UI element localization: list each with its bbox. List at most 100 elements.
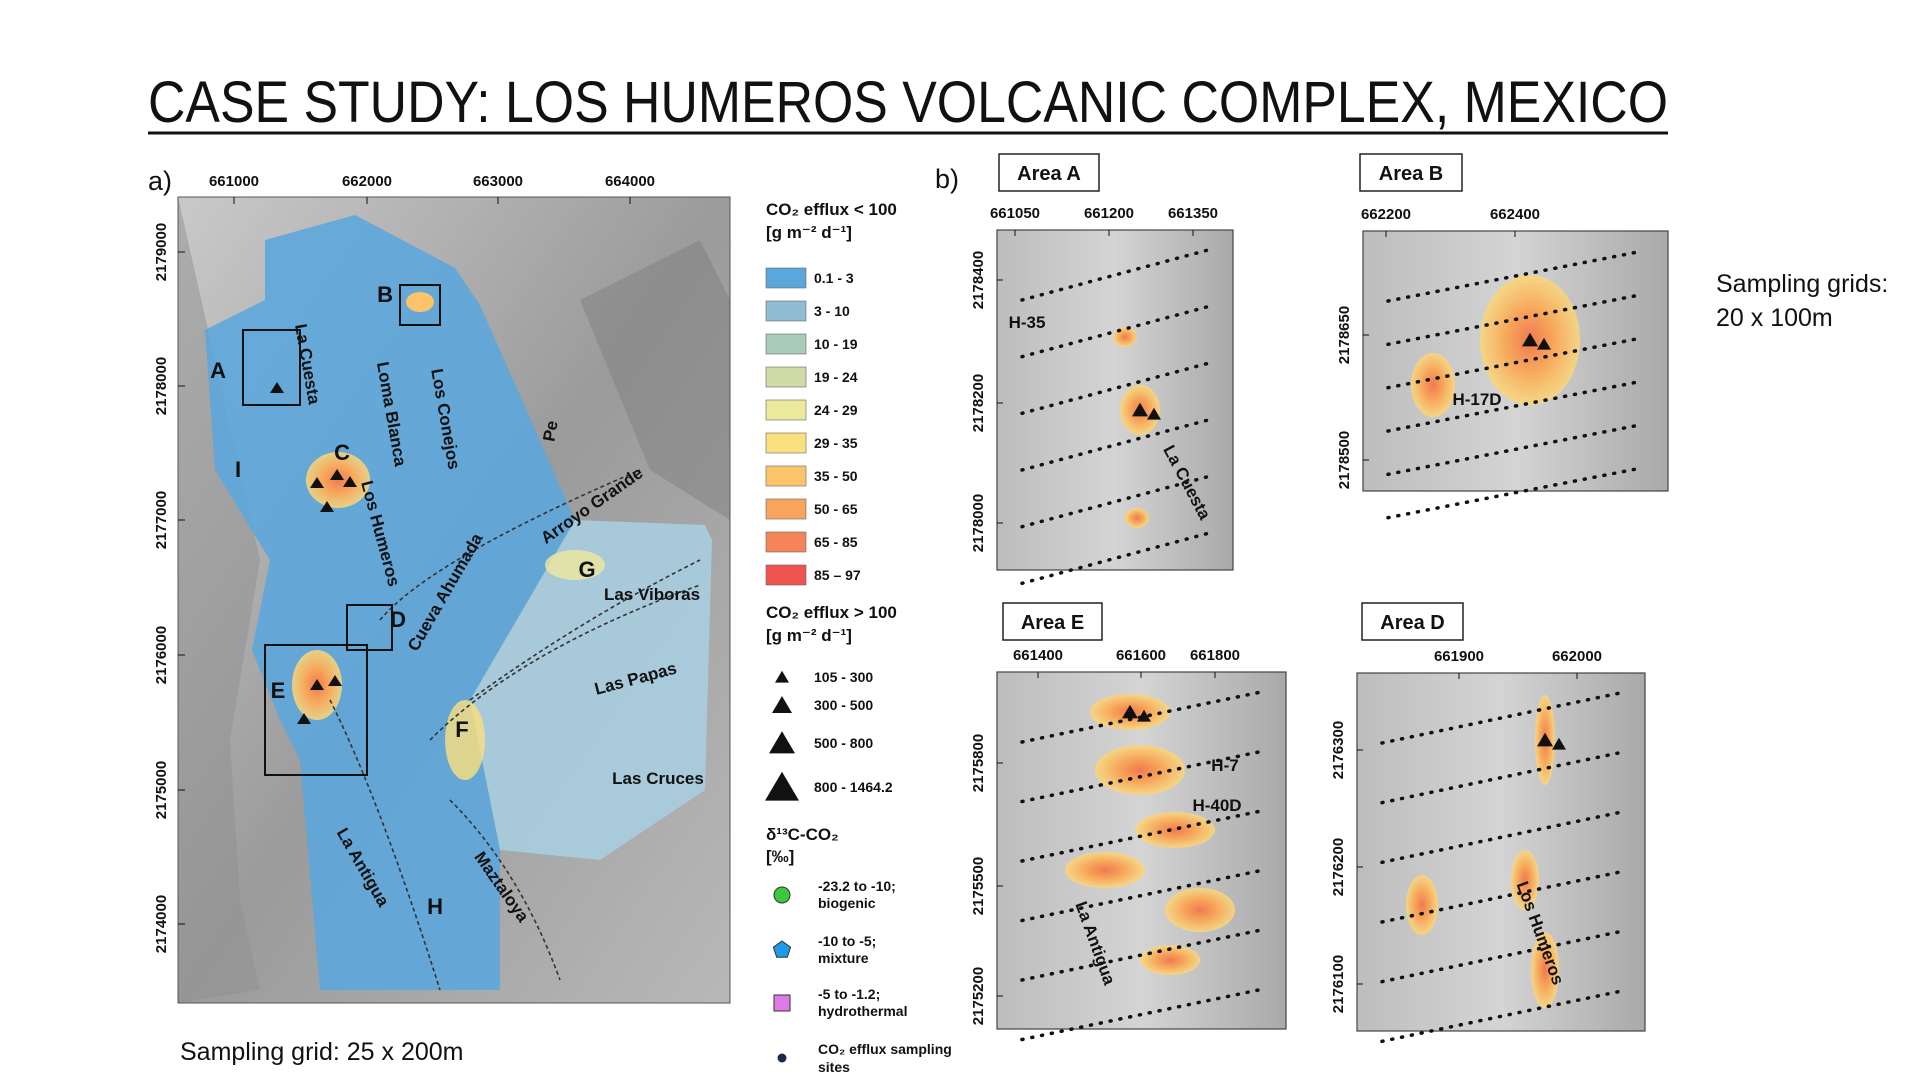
efflux-anomaly	[1095, 745, 1185, 795]
sampling-line	[1380, 750, 1622, 805]
legend-label: 85 – 97	[814, 567, 861, 583]
efflux-anomaly	[1531, 932, 1559, 1008]
area-map	[996, 671, 1287, 1030]
legend-triangle	[769, 731, 795, 754]
note-line: Sampling grids:	[1716, 270, 1888, 298]
place-label: H-35	[1009, 313, 1046, 332]
area-box	[264, 644, 368, 776]
legend-label: biogenic	[818, 895, 876, 911]
sampling-line	[1386, 292, 1645, 347]
y-tick-label: 2177000	[153, 491, 170, 549]
y-tick-label: 2174000	[153, 895, 170, 953]
y-tick-label: 2178200	[970, 374, 987, 432]
area-title: Area D	[1380, 612, 1444, 634]
legend-label: 800 - 1464.2	[814, 779, 893, 795]
x-tick-label: 661350	[1168, 205, 1218, 222]
legend-swatch	[765, 267, 807, 289]
map-frame	[177, 196, 731, 1004]
sampling-line	[1020, 809, 1263, 863]
legend-symbol	[773, 994, 791, 1012]
y-tick-label: 2176300	[1330, 721, 1347, 779]
sampling-line	[1380, 870, 1622, 924]
legend-triangle	[772, 696, 792, 713]
legend-title: CO₂ efflux < 100	[766, 200, 897, 219]
sampling-line	[1020, 928, 1263, 982]
y-tick-label: 2179000	[153, 223, 170, 281]
sampling-line	[1386, 465, 1645, 520]
legend-swatch	[765, 399, 807, 421]
sampling-line	[1380, 691, 1622, 745]
sampling-line	[1386, 379, 1645, 433]
legend-swatch	[765, 465, 807, 487]
efflux-anomaly	[1406, 875, 1438, 935]
area-map	[996, 229, 1234, 571]
place-label: Las Viboras	[604, 585, 700, 604]
legend-label: 10 - 19	[814, 336, 858, 352]
sampling-line	[1380, 810, 1622, 865]
legend-label: hydrothermal	[818, 1003, 907, 1019]
x-tick-label: 661900	[1434, 648, 1484, 665]
efflux-anomaly	[1511, 850, 1539, 910]
efflux-anomaly	[1125, 508, 1149, 528]
legend-label: 500 - 800	[814, 735, 873, 751]
place-label: Pe	[539, 419, 561, 443]
place-label: H-40D	[1192, 796, 1241, 815]
high-efflux-site	[1537, 732, 1566, 750]
legend-symbol	[772, 940, 792, 958]
efflux-anomaly	[1113, 327, 1137, 347]
y-tick-label: 2175000	[153, 761, 170, 819]
x-tick-label: 661400	[1013, 647, 1063, 664]
efflux-anomaly	[1140, 945, 1200, 975]
y-tick-label: 2176100	[1330, 955, 1347, 1013]
area-letter: I	[235, 457, 241, 482]
legend-label: -23.2 to -10;	[818, 878, 896, 894]
sampling-line	[1020, 531, 1210, 586]
y-tick-label: 2176200	[1330, 838, 1347, 896]
sampling-line	[1020, 248, 1210, 302]
sampling-line	[1020, 361, 1210, 416]
area-box	[346, 604, 393, 651]
legend-label: 65 - 85	[814, 534, 858, 550]
area-title-box	[1361, 602, 1464, 641]
x-tick-label: 663000	[473, 173, 523, 190]
legend-triangle	[775, 670, 789, 683]
caption: Sampling grid: 25 x 200m	[180, 1038, 463, 1066]
y-tick-label: 2178500	[1336, 431, 1353, 489]
high-efflux-site	[1522, 332, 1551, 350]
x-tick-label: 661050	[990, 205, 1040, 222]
place-label: Las Cruces	[612, 769, 704, 788]
legend-label: 24 - 29	[814, 402, 858, 418]
sampling-line	[1380, 989, 1622, 1044]
x-tick-label: 661200	[1084, 205, 1134, 222]
legend-label: -10 to -5;	[818, 933, 876, 949]
area-letter: D	[390, 607, 406, 632]
area-letter: C	[334, 440, 350, 465]
legend-label: 3 - 10	[814, 303, 850, 319]
fault-line	[329, 469, 701, 991]
legend-unit: [‰]	[766, 847, 794, 866]
area-letter: G	[578, 557, 595, 582]
slide-title: CASE STUDY: LOS HUMEROS VOLCANIC COMPLEX…	[148, 70, 1668, 135]
y-tick-label: 2176000	[153, 626, 170, 684]
sampling-line	[1386, 335, 1645, 390]
x-tick-label: 662400	[1490, 206, 1540, 223]
y-tick-label: 2175200	[970, 967, 987, 1025]
efflux-anomaly	[1411, 353, 1455, 417]
legend-symbol	[773, 886, 791, 904]
efflux-anomaly	[1165, 888, 1235, 932]
legend-label: 35 - 50	[814, 468, 858, 484]
area-letter: A	[210, 358, 226, 383]
efflux-anomaly	[406, 292, 434, 312]
x-tick-label: 662000	[1552, 648, 1602, 665]
x-tick-label: 664000	[605, 173, 655, 190]
legend-label: 29 - 35	[814, 435, 858, 451]
high-efflux-site	[1132, 402, 1161, 420]
area-title: Area B	[1379, 163, 1443, 185]
y-tick-label: 2178400	[970, 251, 987, 309]
panel-label: a)	[148, 166, 172, 196]
hillshade-relief	[178, 197, 260, 1003]
y-tick-label: 2175800	[970, 734, 987, 792]
legend-symbol	[777, 1053, 787, 1063]
